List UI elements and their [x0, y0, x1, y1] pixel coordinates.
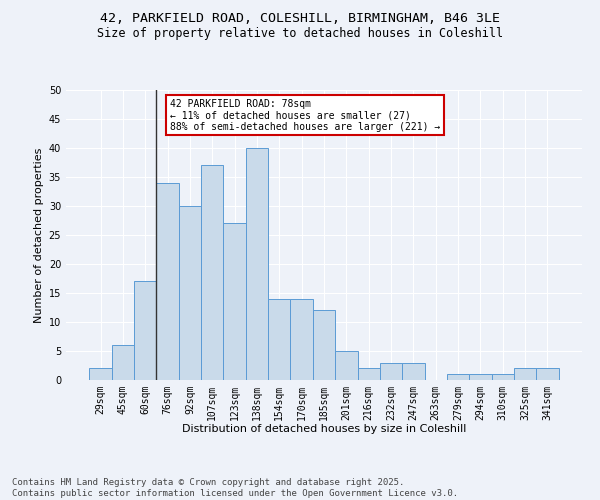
Bar: [201, 166, 223, 380]
X-axis label: Distribution of detached houses by size in Coleshill: Distribution of detached houses by size …: [182, 424, 466, 434]
Bar: [380, 362, 402, 380]
Bar: [514, 368, 536, 380]
Bar: [246, 148, 268, 380]
Bar: [402, 362, 425, 380]
Bar: [134, 282, 157, 380]
Bar: [223, 224, 246, 380]
Bar: [469, 374, 491, 380]
Bar: [358, 368, 380, 380]
Y-axis label: Number of detached properties: Number of detached properties: [34, 148, 44, 322]
Bar: [157, 183, 179, 380]
Text: 42, PARKFIELD ROAD, COLESHILL, BIRMINGHAM, B46 3LE: 42, PARKFIELD ROAD, COLESHILL, BIRMINGHA…: [100, 12, 500, 26]
Bar: [313, 310, 335, 380]
Bar: [112, 345, 134, 380]
Text: Contains HM Land Registry data © Crown copyright and database right 2025.
Contai: Contains HM Land Registry data © Crown c…: [12, 478, 458, 498]
Bar: [491, 374, 514, 380]
Text: Size of property relative to detached houses in Coleshill: Size of property relative to detached ho…: [97, 28, 503, 40]
Text: 42 PARKFIELD ROAD: 78sqm
← 11% of detached houses are smaller (27)
88% of semi-d: 42 PARKFIELD ROAD: 78sqm ← 11% of detach…: [170, 98, 440, 132]
Bar: [268, 299, 290, 380]
Bar: [536, 368, 559, 380]
Bar: [447, 374, 469, 380]
Bar: [290, 299, 313, 380]
Bar: [179, 206, 201, 380]
Bar: [89, 368, 112, 380]
Bar: [335, 351, 358, 380]
